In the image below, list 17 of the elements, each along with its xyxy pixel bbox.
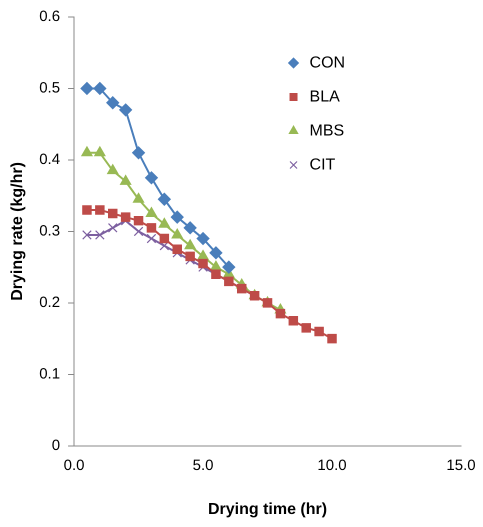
y-tick-label: 0 <box>52 436 60 454</box>
y-tick-label: 0.6 <box>39 8 60 26</box>
y-tick-label: 0.2 <box>39 294 60 312</box>
legend-label: CON <box>310 54 346 72</box>
y-tick-label: 0.1 <box>39 365 60 382</box>
x-tick-label: 15.0 <box>446 456 476 474</box>
y-axis-title: Drying rate (kg/hr) <box>9 162 26 301</box>
y-tick-label: 0.3 <box>39 222 60 240</box>
legend-label: CIT <box>310 156 336 174</box>
x-tick-label: 10.0 <box>317 456 347 474</box>
x-tick-label: 0.0 <box>64 456 84 474</box>
legend-label: BLA <box>310 88 340 106</box>
x-axis-title: Drying time (hr) <box>208 500 328 518</box>
y-tick-label: 0.5 <box>39 80 60 97</box>
legend-label: MBS <box>310 122 344 140</box>
y-tick-label: 0.4 <box>39 151 60 168</box>
x-tick-label: 5.0 <box>192 456 214 474</box>
